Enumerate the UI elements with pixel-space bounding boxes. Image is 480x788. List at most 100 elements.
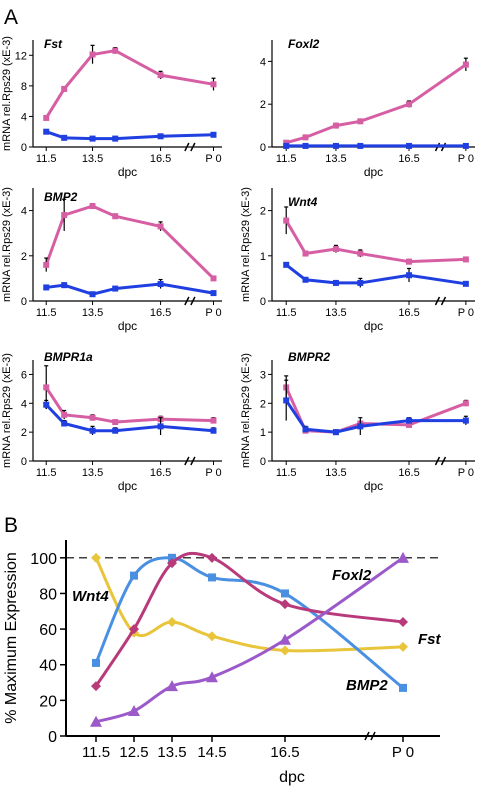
y-tick-label: 0 xyxy=(21,296,27,308)
x-tick-label: 16.5 xyxy=(150,467,171,479)
data-point xyxy=(112,419,119,426)
axis-break xyxy=(190,456,196,466)
data-point xyxy=(207,631,217,642)
y-tick-label: 4 xyxy=(260,56,266,68)
y-tick-label: 2 xyxy=(21,251,27,263)
data-point xyxy=(91,681,101,692)
data-point xyxy=(61,134,68,141)
x-axis-label: dpc xyxy=(118,479,137,493)
data-point xyxy=(462,417,469,424)
data-point xyxy=(89,291,96,298)
data-point xyxy=(398,641,408,652)
x-axis-label: dpc xyxy=(118,319,137,333)
data-point xyxy=(406,258,413,265)
y-tick-label: 80 xyxy=(39,586,57,603)
x-tick-label: 11.5 xyxy=(276,153,297,165)
data-point xyxy=(61,85,68,92)
x-tick-label: 16.5 xyxy=(398,153,419,165)
series-line xyxy=(285,63,467,145)
panel-label-b: B xyxy=(4,514,18,537)
x-tick-label: 12.5 xyxy=(119,744,148,761)
x-tick-label: 14.5 xyxy=(197,744,226,761)
data-point xyxy=(406,417,413,424)
axis-break xyxy=(440,296,447,306)
data-point xyxy=(157,133,164,140)
y-tick-label: 0 xyxy=(260,142,266,154)
axis-break xyxy=(184,142,190,152)
data-point xyxy=(112,47,119,54)
data-point xyxy=(167,558,177,569)
x-tick-label: 11.5 xyxy=(36,307,57,319)
data-point xyxy=(332,279,339,286)
data-point xyxy=(157,223,164,230)
y-tick-label: 4 xyxy=(21,206,27,218)
data-point xyxy=(207,552,217,563)
data-point xyxy=(208,573,216,582)
data-point xyxy=(398,616,408,627)
axis-break xyxy=(364,731,370,741)
data-point xyxy=(210,427,217,434)
data-point xyxy=(166,680,178,692)
data-point xyxy=(210,131,217,138)
data-point xyxy=(92,658,100,667)
y-tick-label: 2 xyxy=(260,398,266,410)
axis-break xyxy=(370,731,376,741)
series-line xyxy=(284,219,466,264)
data-point xyxy=(112,285,119,292)
x-tick-label: 13.5 xyxy=(82,153,103,165)
y-tick-label: 4 xyxy=(21,111,27,123)
y-axis-label: mRNA rel.Rps29 (xE-3) xyxy=(1,353,13,468)
y-axis-label: mRNA rel.Rps29 (xE-3) xyxy=(1,36,13,151)
data-point xyxy=(61,282,68,289)
x-tick-label: P 0 xyxy=(458,307,474,319)
data-point xyxy=(89,51,96,58)
axis-break xyxy=(184,456,190,466)
data-point xyxy=(157,423,164,430)
data-point xyxy=(302,142,309,149)
y-tick-label: 0 xyxy=(21,142,27,154)
axis-break xyxy=(434,456,441,466)
x-tick-label: P 0 xyxy=(205,307,221,319)
series-label: Foxl2 xyxy=(332,567,372,584)
x-tick-label: P 0 xyxy=(458,153,474,165)
x-axis-label: dpc xyxy=(364,479,383,493)
y-tick-label: 12 xyxy=(15,50,27,62)
data-point xyxy=(157,72,164,79)
data-point xyxy=(357,118,364,125)
data-point xyxy=(302,134,309,141)
data-point xyxy=(399,683,407,692)
data-point xyxy=(406,272,413,279)
axis-break xyxy=(190,142,196,152)
x-tick-label: 13.5 xyxy=(157,744,186,761)
data-point xyxy=(283,261,290,268)
y-axis-label: mRNA rel.Rps29 (xE-3) xyxy=(240,187,252,302)
data-point xyxy=(406,142,413,149)
axis-break xyxy=(190,296,196,306)
data-point xyxy=(357,142,364,149)
data-point xyxy=(283,139,290,146)
data-point xyxy=(89,427,96,434)
axis-break xyxy=(440,456,447,466)
y-tick-label: 0 xyxy=(48,729,57,746)
x-tick-label: 16.5 xyxy=(150,153,171,165)
panel-title: BMPR2 xyxy=(288,350,330,364)
series-label: BMP2 xyxy=(346,677,388,694)
data-point xyxy=(279,633,291,645)
data-point xyxy=(130,571,138,580)
series-line xyxy=(94,557,404,653)
y-tick-label: 2 xyxy=(260,99,266,111)
x-tick-label: 11.5 xyxy=(276,307,297,319)
data-point xyxy=(210,290,217,297)
series-line xyxy=(285,263,467,286)
axis-break xyxy=(434,296,441,306)
data-point xyxy=(332,429,339,436)
x-tick-label: 11.5 xyxy=(36,153,57,165)
data-point xyxy=(332,246,339,253)
x-tick-label: P 0 xyxy=(458,467,474,479)
y-tick-label: 1 xyxy=(260,427,266,439)
data-point xyxy=(332,142,339,149)
x-tick-label: 16.5 xyxy=(398,307,419,319)
panel-title: BMPR1a xyxy=(44,350,93,364)
x-tick-label: 13.5 xyxy=(325,153,346,165)
